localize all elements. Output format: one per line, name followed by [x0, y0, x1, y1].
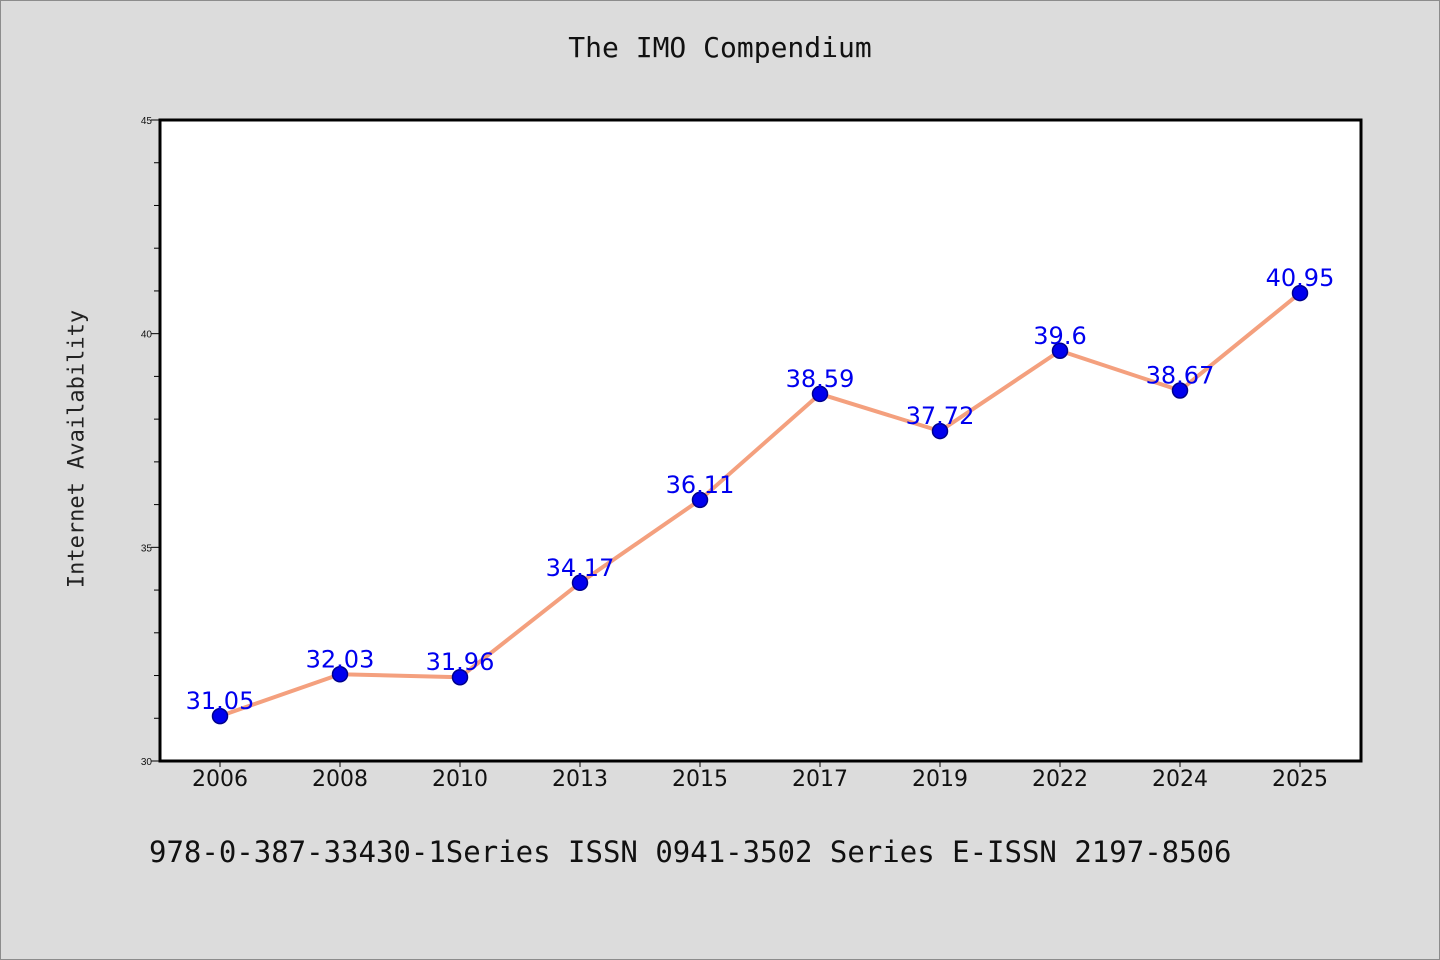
x-tick-label: 2013 — [552, 767, 608, 792]
data-label: 32.03 — [306, 645, 375, 673]
x-tick-label: 2019 — [912, 767, 968, 792]
data-label: 31.05 — [186, 687, 255, 715]
y-tick-label: 40 — [141, 330, 153, 341]
data-label: 38.67 — [1146, 362, 1215, 390]
data-label: 36.11 — [666, 471, 735, 499]
plot-area — [160, 120, 1361, 761]
x-tick-label: 2017 — [792, 767, 848, 792]
data-point — [1171, 382, 1189, 399]
y-tick-label: 35 — [141, 543, 153, 554]
x-tick-label: 2006 — [192, 767, 248, 792]
x-tick-label: 2022 — [1032, 767, 1088, 792]
x-tick-label: 2024 — [1152, 767, 1208, 792]
chart-title: The IMO Compendium — [568, 31, 872, 64]
x-tick-label: 2010 — [432, 767, 488, 792]
data-point — [931, 422, 949, 440]
data-label: 31.96 — [426, 648, 495, 676]
x-tick-label: 2015 — [672, 767, 728, 792]
data-point — [451, 668, 469, 686]
data-point — [571, 574, 589, 592]
data-label: 34.17 — [546, 554, 615, 582]
x-tick-label: 2025 — [1272, 767, 1328, 792]
footer-text: 978-0-387-33430-1Series ISSN 0941-3502 S… — [149, 835, 1232, 869]
data-label: 40.95 — [1266, 264, 1335, 292]
data-point — [1291, 284, 1309, 302]
data-label: 37.72 — [906, 402, 975, 430]
data-point — [331, 666, 349, 683]
y-tick-label: 30 — [141, 757, 153, 768]
data-point — [1051, 342, 1069, 360]
series-line — [218, 291, 1302, 719]
y-tick-label: 45 — [141, 116, 153, 127]
data-point — [691, 491, 709, 509]
plot-frame — [158, 118, 1363, 763]
data-point — [211, 707, 229, 725]
data-label: 39.6 — [1033, 322, 1086, 350]
data-label: 38.59 — [786, 365, 855, 393]
x-tick-label: 2008 — [312, 767, 368, 792]
data-point — [811, 385, 829, 403]
